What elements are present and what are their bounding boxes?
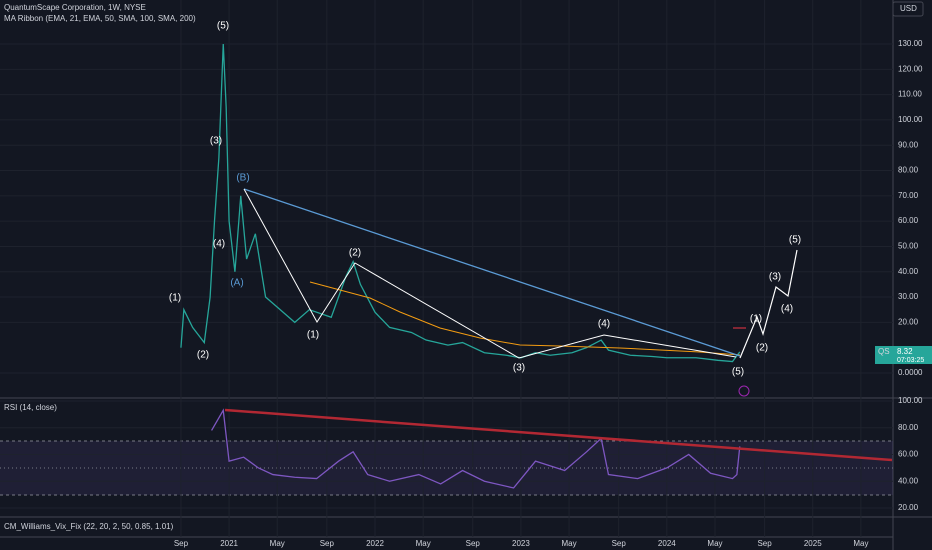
vix-title[interactable]: CM_Williams_Vix_Fix (22, 20, 2, 50, 0.85… [4,522,174,531]
x-tick-label: Sep [757,539,772,548]
x-tick-label: May [707,539,722,548]
series-line [180,43,741,363]
y-tick-label: 40.00 [898,476,919,485]
x-tick-label: May [270,539,285,548]
y-tick-label: 80.00 [898,423,919,432]
y-tick-label: 60.00 [898,216,919,225]
indicator-title[interactable]: MA Ribbon (EMA, 21, EMA, 50, SMA, 100, S… [4,14,196,23]
wave-label: (2) [197,350,209,361]
wave-label: (2) [349,248,361,259]
rsi-trend-line [224,408,893,462]
x-tick-label: 2025 [804,539,822,548]
wave-label: (A) [230,278,243,289]
projection [739,249,798,359]
x-tick-label: Sep [174,539,189,548]
x-tick-label: 2023 [512,539,530,548]
series-line [211,408,741,489]
wave-label: (1) [750,314,762,325]
wave-label: (4) [781,304,793,315]
y-tick-label: 40.00 [898,267,919,276]
wave-label: (2) [756,343,768,354]
wave-label: (5) [732,367,744,378]
event-icon[interactable] [738,385,750,397]
x-tick-label: 2021 [220,539,238,548]
last-price-box [875,346,932,364]
y-tick-label: 50.00 [898,242,919,251]
currency-box[interactable] [892,1,924,17]
y-tick-label: 60.00 [898,450,919,459]
wave-label: (4) [213,239,225,250]
last-ticker: QS [878,347,890,356]
symbol-title[interactable]: QuantumScape Corporation, 1W, NYSE [4,3,146,12]
ma-ribbon [309,281,741,356]
y-tick-label: 110.00 [898,90,922,99]
wave-label: (1) [169,293,181,304]
x-tick-label: Sep [466,539,481,548]
x-tick-label: May [562,539,577,548]
x-tick-label: Sep [612,539,627,548]
wave-label: (1) [307,330,319,341]
y-tick-label: 80.00 [898,166,919,175]
y-tick-label: 70.00 [898,191,919,200]
wave-label: (5) [789,235,801,246]
trend-line [243,188,741,357]
y-tick-label: 0.0000 [898,368,923,377]
x-tick-label: May [853,539,868,548]
wave-label: (3) [513,363,525,374]
wave-label: (4) [598,319,610,330]
x-tick-label: 2024 [658,539,676,548]
y-tick-label: 20.00 [898,317,919,326]
x-tick-label: 2022 [366,539,384,548]
y-tick-label: 30.00 [898,292,919,301]
y-tick-label: 100.00 [898,115,923,124]
wave-label: (3) [210,136,222,147]
y-tick-label: 100.00 [898,396,923,405]
wave-label: (B) [236,173,249,184]
wave-label: (3) [769,272,781,283]
wave-label: (5) [217,21,229,32]
y-tick-label: 120.00 [898,64,923,73]
rsi-title[interactable]: RSI (14, close) [4,403,57,412]
x-tick-label: May [416,539,431,548]
y-tick-label: 90.00 [898,140,919,149]
wave-lines [243,188,737,359]
y-tick-label: 20.00 [898,503,919,512]
countdown: 07:03:25 [897,357,924,364]
currency[interactable]: USD [900,4,917,13]
y-tick-label: 130.00 [898,39,923,48]
x-tick-label: Sep [320,539,335,548]
last-price: 8.32 [897,347,913,356]
